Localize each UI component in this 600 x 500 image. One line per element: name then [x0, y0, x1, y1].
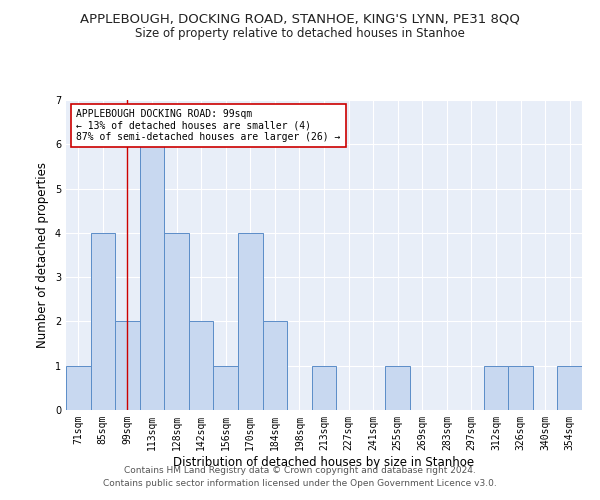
Text: APPLEBOUGH, DOCKING ROAD, STANHOE, KING'S LYNN, PE31 8QQ: APPLEBOUGH, DOCKING ROAD, STANHOE, KING'…	[80, 12, 520, 26]
Bar	[115, 322, 140, 410]
Text: APPLEBOUGH DOCKING ROAD: 99sqm
← 13% of detached houses are smaller (4)
87% of s: APPLEBOUGH DOCKING ROAD: 99sqm ← 13% of …	[76, 110, 341, 142]
Bar	[214, 366, 238, 410]
Bar	[140, 144, 164, 410]
Bar	[66, 366, 91, 410]
Text: Contains HM Land Registry data © Crown copyright and database right 2024.
Contai: Contains HM Land Registry data © Crown c…	[103, 466, 497, 487]
X-axis label: Distribution of detached houses by size in Stanhoe: Distribution of detached houses by size …	[173, 456, 475, 468]
Bar	[91, 233, 115, 410]
Bar	[164, 233, 189, 410]
Bar	[484, 366, 508, 410]
Bar	[189, 322, 214, 410]
Bar	[557, 366, 582, 410]
Bar	[263, 322, 287, 410]
Bar	[238, 233, 263, 410]
Text: Size of property relative to detached houses in Stanhoe: Size of property relative to detached ho…	[135, 28, 465, 40]
Y-axis label: Number of detached properties: Number of detached properties	[37, 162, 49, 348]
Bar	[385, 366, 410, 410]
Bar	[312, 366, 336, 410]
Bar	[508, 366, 533, 410]
